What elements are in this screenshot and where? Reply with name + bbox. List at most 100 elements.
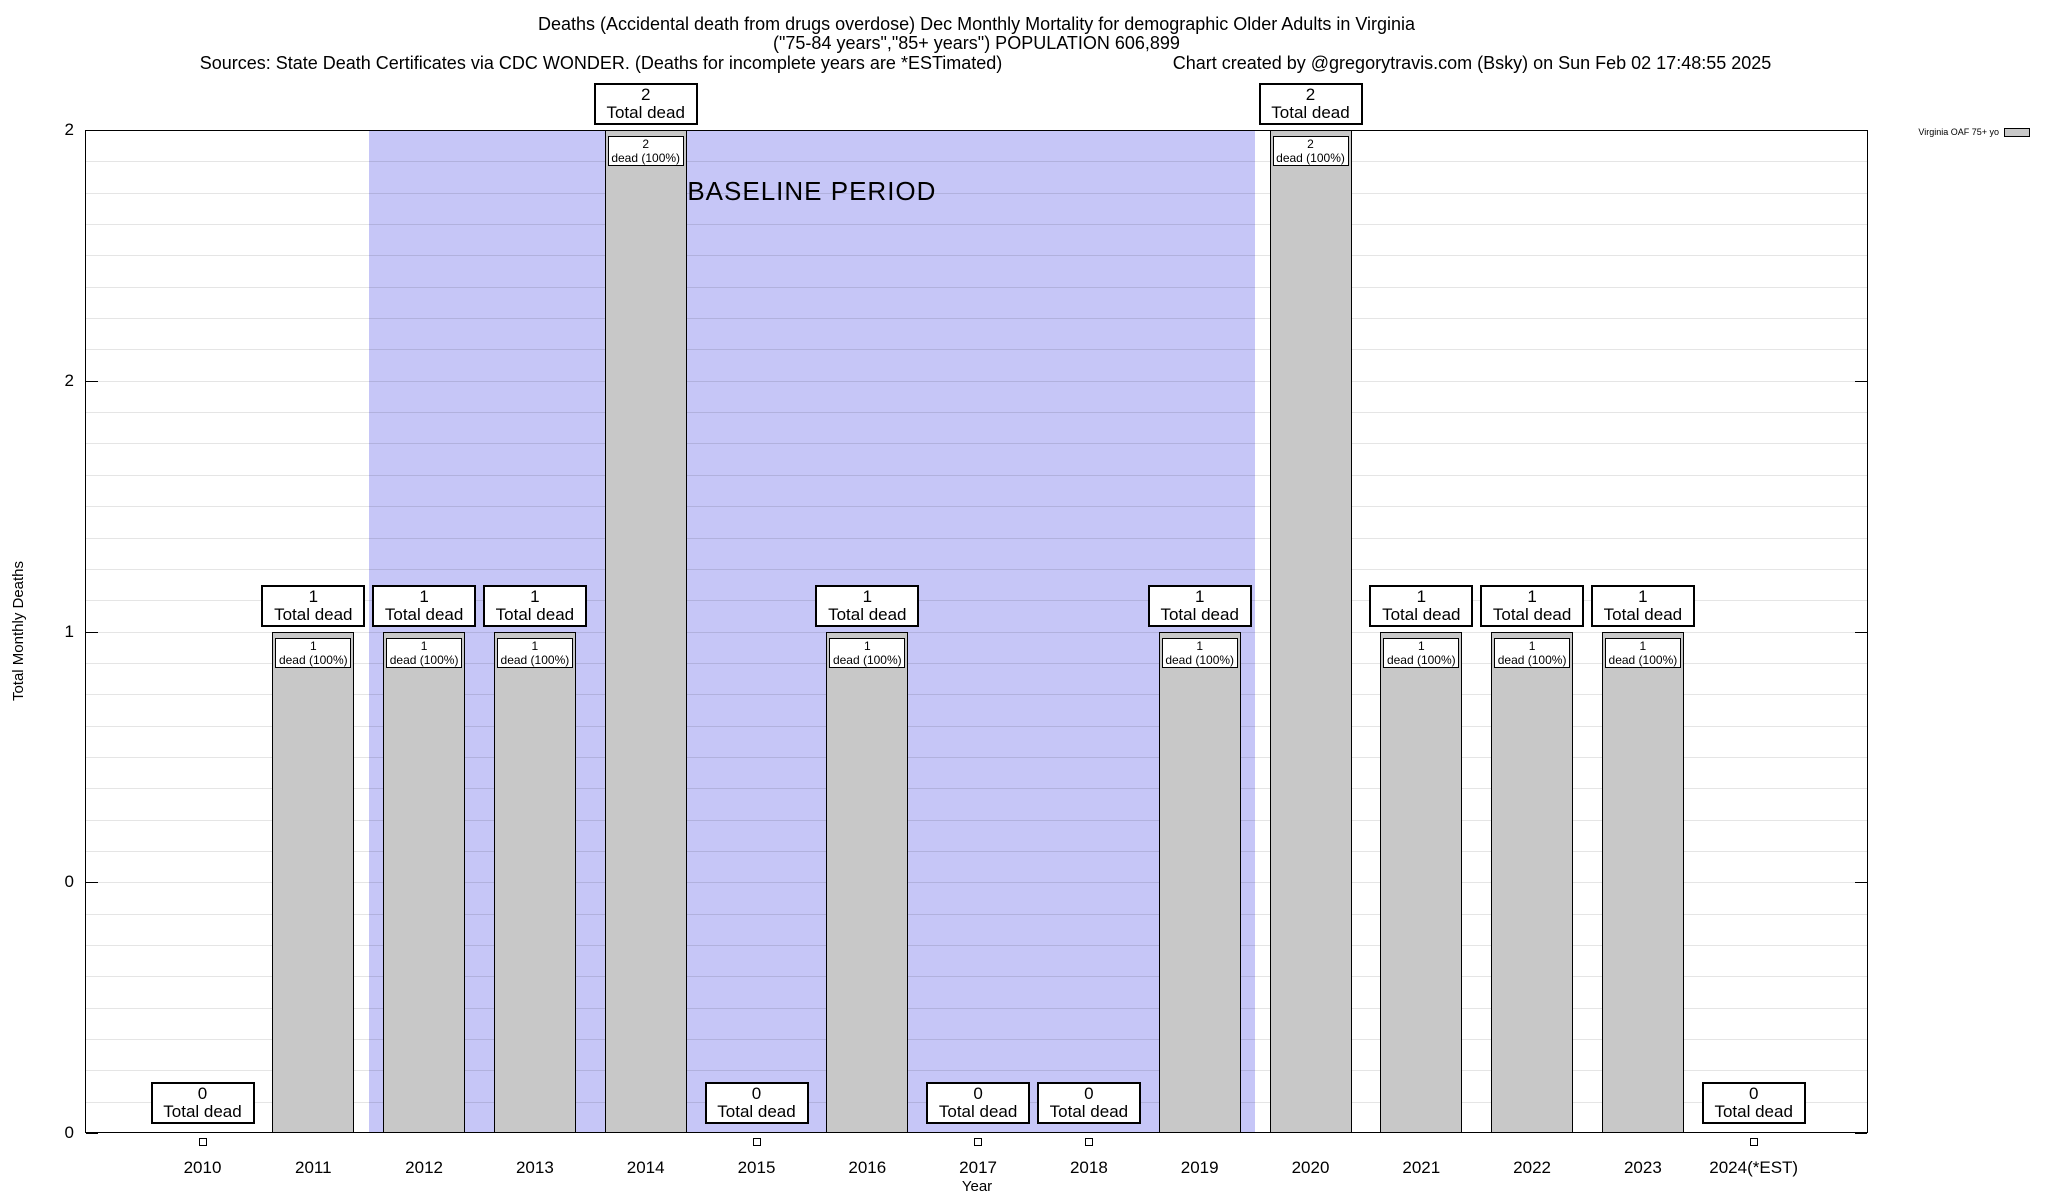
bar-total-label: 1 Total dead [482,584,587,627]
bar [1601,631,1684,1133]
y-tick-mark [1855,882,1867,884]
bar-inner-label: 2 dead (100%) [607,136,684,166]
grid-line [86,976,1867,978]
grid-line [86,850,1867,852]
bar-total-label-text: Total dead [1382,604,1461,624]
bar-inner-label-value: 1 [863,638,871,653]
bar-inner-label-text: dead (100%) [1276,151,1345,165]
bar-total-label-text: Total dead [606,103,685,122]
grid-line [86,568,1867,570]
y-tick-mark [1855,631,1867,633]
bar-inner-label-text: dead (100%) [1608,652,1678,667]
bar [604,130,687,1133]
zero-marker [1749,1138,1758,1146]
bar-total-label: 0 Total dead [704,1082,809,1124]
bar-total-label-text: Total dead [163,1102,242,1121]
grid-line [86,506,1867,508]
bar-total-label-value: 1 [1194,586,1205,606]
x-tick-label: 2019 [1180,1158,1219,1177]
grid-line [86,725,1867,727]
bar-total-label: 1 Total dead [1147,584,1252,627]
bar-total-label-value: 0 [973,1084,983,1103]
y-tick-mark [1855,380,1867,382]
x-tick-label: 2012 [405,1158,443,1177]
bar-total-label-value: 1 [862,586,873,606]
grid-line [86,631,1867,633]
bar-inner-label-value: 1 [1528,638,1536,653]
bar-total-label-value: 1 [1638,586,1648,606]
y-tick-label: 2 [64,370,74,390]
x-tick-label: 2017 [959,1158,997,1177]
bar-inner-label-text: dead (100%) [611,151,681,165]
legend-swatch-icon [2004,127,2030,137]
bar-total-label-text: Total dead [274,604,353,624]
x-tick-label: 2011 [295,1158,332,1177]
bar [826,631,909,1133]
bar-total-label: 1 Total dead [1369,584,1474,627]
x-tick-label: 2015 [737,1158,776,1177]
bar-inner-label-text: dead (100%) [389,652,459,667]
bar-total-label: 2 Total dead [593,83,698,125]
bar-total-label-value: 2 [640,85,651,104]
bar-inner-label: 1 dead (100%) [496,637,573,668]
y-tick-mark [86,130,98,131]
grid-line [86,474,1867,476]
bar-inner-label: 1 dead (100%) [1161,637,1238,668]
bar-total-label-value: 0 [751,1084,762,1103]
grid-line [86,318,1867,320]
bar-inner-label-value: 1 [1639,638,1647,653]
bar-inner-label-text: dead (100%) [1386,652,1456,667]
y-tick-mark [86,380,98,382]
bar-total-label-value: 1 [419,586,429,606]
bar-total-label-value: 0 [1084,1084,1094,1103]
x-tick-label: 2013 [515,1158,554,1177]
bar-total-label-value: 1 [1527,586,1537,606]
y-tick-mark [86,882,98,884]
grid-line [86,882,1867,884]
baseline-label: BASELINE PERIOD [687,176,937,206]
grid-line [86,694,1867,696]
x-tick-label: 2014 [626,1158,665,1177]
grid-line [86,255,1867,257]
legend-label: Virginia OAF 75+ yo [1918,127,1999,137]
bar-inner-label: 1 dead (100%) [1383,637,1460,668]
y-tick-label: 0 [64,1123,74,1142]
bar-inner-label-text: dead (100%) [500,652,570,667]
bar-inner-label-text: dead (100%) [1497,652,1567,667]
bar-inner-label-value: 1 [1417,638,1425,653]
bar-total-label: 1 Total dead [1590,584,1695,627]
bar-total-label-text: Total dead [828,604,907,624]
bar-total-label-value: 0 [197,1084,208,1103]
x-tick-label: 2020 [1291,1158,1330,1177]
bar [1491,631,1574,1133]
bar [1269,130,1352,1133]
grid-line [86,1070,1867,1072]
bar-total-label-text: Total dead [1714,1102,1793,1121]
y-tick-label: 0 [64,872,74,892]
bar-inner-label-value: 1 [531,638,539,653]
bar-total-label: 0 Total dead [1701,1082,1806,1124]
x-tick-label: 2016 [848,1158,887,1177]
legend: Virginia OAF 75+ yo [1918,127,2030,137]
x-tick-label: 2023 [1623,1158,1662,1177]
grid-line [86,600,1867,602]
bar [1380,631,1463,1133]
grid-line [86,224,1867,225]
bar-total-label-text: Total dead [1271,103,1350,122]
bar [1158,631,1241,1133]
bar-total-label-text: Total dead [1603,604,1683,624]
x-tick-label: 2018 [1069,1158,1108,1177]
y-tick-mark [1855,1133,1867,1134]
grid-line [86,380,1867,382]
grid-line [86,286,1867,288]
bar-inner-label-text: dead (100%) [278,652,348,667]
x-tick-label: 2021 [1402,1158,1441,1177]
bar-inner-label: 1 dead (100%) [829,637,906,668]
bar-inner-label: 1 dead (100%) [386,637,463,668]
y-tick-label: 1 [64,621,74,641]
bar-total-label: 1 Total dead [372,584,477,627]
zero-marker [198,1138,207,1146]
grid-line [86,788,1867,790]
credit-note: Chart created by @gregorytravis.com (Bsk… [1172,53,1772,73]
